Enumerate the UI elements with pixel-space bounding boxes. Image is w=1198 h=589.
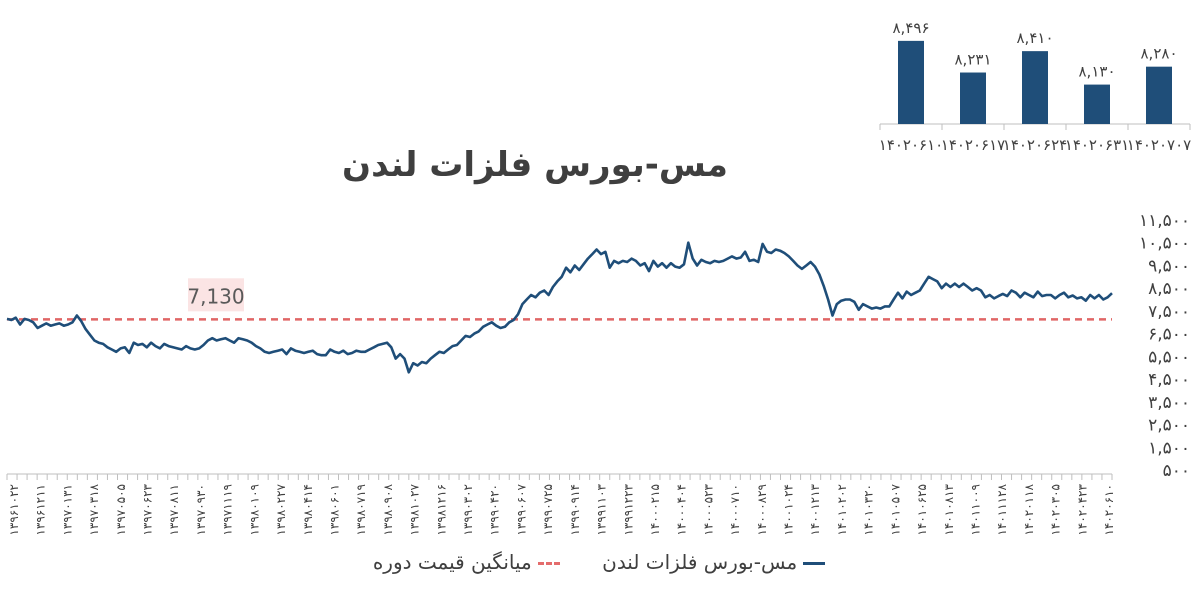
bar-category-label: ۱۴۰۲۰۶۱۰ <box>879 136 943 154</box>
x-tick-label: ۱۴۰۱۱۰۰۹ <box>968 484 982 536</box>
x-tick-label: ۱۳۹۷۰۵۰۵ <box>114 484 128 536</box>
x-tick-label: ۱۳۹۸۰۹۰۸ <box>381 483 395 535</box>
bar-category-label: ۱۴۰۲۰۶۱۷ <box>941 136 1005 154</box>
x-tick-label: ۱۳۹۸۰۲۲۷ <box>274 483 288 535</box>
y-tick-label: ۶,۵۰۰ <box>1148 325 1190 345</box>
bar-category-label: ۱۴۰۲۰۶۳۱ <box>1065 136 1129 154</box>
legend-dashed-line-icon <box>537 562 560 565</box>
y-tick-label: ۳,۵۰۰ <box>1148 393 1190 413</box>
y-tick-label: ۲,۵۰۰ <box>1148 416 1190 436</box>
price-series-line <box>6 241 1113 374</box>
bar <box>898 40 924 124</box>
x-tick-label: ۱۴۰۰۱۲۱۳ <box>808 483 822 535</box>
x-tick-label: ۱۴۰۲۰۳۰۵ <box>1049 484 1063 536</box>
y-tick-label: ۴,۵۰۰ <box>1148 370 1190 390</box>
x-tick-label: ۱۳۹۷۰۹۳۰ <box>194 484 208 536</box>
bar-value-label: ۸,۲۳۱ <box>955 51 992 69</box>
x-tick-label: ۱۳۹۹۰۶۰۷ <box>514 483 528 535</box>
x-tick-label: ۱۳۹۹۱۱۰۳ <box>595 483 609 535</box>
x-tick-label: ۱۳۹۹۰۹۱۴ <box>568 484 582 536</box>
y-tick-label: ۸,۵۰۰ <box>1148 279 1190 299</box>
y-tick-label: ۵۰۰ <box>1163 461 1190 481</box>
x-tick-label: ۱۴۰۱۱۱۲۸ <box>995 483 1009 535</box>
x-tick-label: ۱۴۰۰۰۴۰۴ <box>675 484 689 536</box>
bar-value-label: ۸,۴۱۰ <box>1017 29 1054 47</box>
x-tick-label: ۱۴۰۰۱۰۲۴ <box>782 484 796 536</box>
legend-solid-line-icon <box>803 562 826 565</box>
legend-series-label: مس-بورس فلزات لندن <box>602 550 798 574</box>
bar-value-label: ۸,۲۸۰ <box>1141 45 1178 63</box>
x-tick-label: ۱۴۰۱۰۳۲۰ <box>862 484 876 536</box>
y-tick-label: ۱۰,۵۰۰ <box>1139 234 1190 254</box>
x-tick-label: ۱۳۹۷۱۱۱۹ <box>221 484 235 536</box>
x-tick-label: ۱۴۰۲۰۴۲۳ <box>1075 483 1089 535</box>
y-tick-label: ۷,۵۰۰ <box>1148 302 1190 322</box>
x-tick-label: ۱۴۰۲۰۶۱۰ <box>1102 484 1116 536</box>
legend-item-average: میانگین قیمت دوره <box>373 550 560 574</box>
x-tick-label: ۱۴۰۰۰۷۱۰ <box>728 484 742 536</box>
x-tick-label: ۱۴۰۱۰۲۰۲ <box>835 484 849 536</box>
x-tick-label: ۱۴۰۱۰۶۲۵ <box>915 484 929 536</box>
weekly-price-bar-chart: ۸,۴۹۶ ۱۴۰۲۰۶۱۰ ۸,۲۳۱ ۱۴۰۲۰۶۱۷ ۸,۴۱۰ ۱۴۰۲۰۶۲۴ ۸… <box>879 19 1191 154</box>
x-tick-label: ۱۳۹۶۱۲۱۱ <box>34 484 48 536</box>
x-tick-label: ۱۳۹۸۰۴۱۴ <box>301 484 315 536</box>
y-tick-label: ۱,۵۰۰ <box>1148 438 1190 458</box>
x-tick-label: ۱۴۰۰۰۲۱۵ <box>648 484 662 536</box>
legend-average-label: میانگین قیمت دوره <box>372 550 532 574</box>
y-tick-label: ۵,۵۰۰ <box>1148 347 1190 367</box>
average-label-background <box>188 278 244 312</box>
bar <box>960 72 986 124</box>
x-tick-label: ۱۳۹۸۰۱۰۹ <box>247 484 261 536</box>
x-tick-label: ۱۳۹۷۰۸۱۱ <box>167 484 181 536</box>
x-tick-label: ۱۳۹۹۰۷۲۵ <box>541 484 555 536</box>
bar-value-label: ۸,۴۹۶ <box>893 19 930 37</box>
y-tick-label: ۱۱,۵۰۰ <box>1139 211 1190 231</box>
x-tick-label: ۱۳۹۶۱۰۲۲ <box>7 484 21 536</box>
x-tick-label: ۱۳۹۹۰۳۰۲ <box>461 484 475 536</box>
legend: مس-بورس فلزات لندن میانگین قیمت دوره <box>0 550 1198 574</box>
x-tick-label: ۱۳۹۸۰۶۰۱ <box>327 484 341 536</box>
bar <box>1022 51 1048 125</box>
average-label-text: 7,130 <box>187 284 244 308</box>
x-tick-label: ۱۴۰۰۰۵۲۳ <box>701 483 715 535</box>
bar-category-label: ۱۴۰۲۰۷۰۷ <box>1127 136 1191 154</box>
x-tick-label: ۱۳۹۹۱۲۲۳ <box>621 483 635 535</box>
x-tick-label: ۱۳۹۷۰۳۱۸ <box>87 483 101 535</box>
x-tick-label: ۱۳۹۸۱۰۲۷ <box>408 483 422 535</box>
x-tick-label: ۱۴۰۰۰۸۲۹ <box>755 484 769 536</box>
x-tick-label: ۱۳۹۸۱۲۱۶ <box>434 484 448 536</box>
bar <box>1084 84 1110 124</box>
x-tick-label: ۱۳۹۷۰۱۳۱ <box>60 484 74 536</box>
x-tick-label: ۱۴۰۱۰۵۰۷ <box>888 483 902 535</box>
x-tick-label: ۱۳۹۸۰۷۱۹ <box>354 484 368 536</box>
bar <box>1146 66 1172 124</box>
x-tick-label: ۱۳۹۷۰۶۲۳ <box>141 483 155 535</box>
average-value-label: 7,130 <box>187 278 245 312</box>
y-tick-label: ۹,۵۰۰ <box>1148 256 1190 276</box>
x-tick-label: ۱۴۰۱۰۸۱۳ <box>942 483 956 535</box>
x-tick-label: ۱۳۹۹۰۴۲۰ <box>488 484 502 536</box>
bar-category-label: ۱۴۰۲۰۶۲۴ <box>1003 136 1067 154</box>
x-tick-label: ۱۴۰۲۰۱۱۸ <box>1022 483 1036 535</box>
legend-item-series: مس-بورس فلزات لندن <box>602 550 826 574</box>
chart-title: مس-بورس فلزات لندن <box>342 145 728 185</box>
bar-value-label: ۸,۱۳۰ <box>1079 63 1116 81</box>
